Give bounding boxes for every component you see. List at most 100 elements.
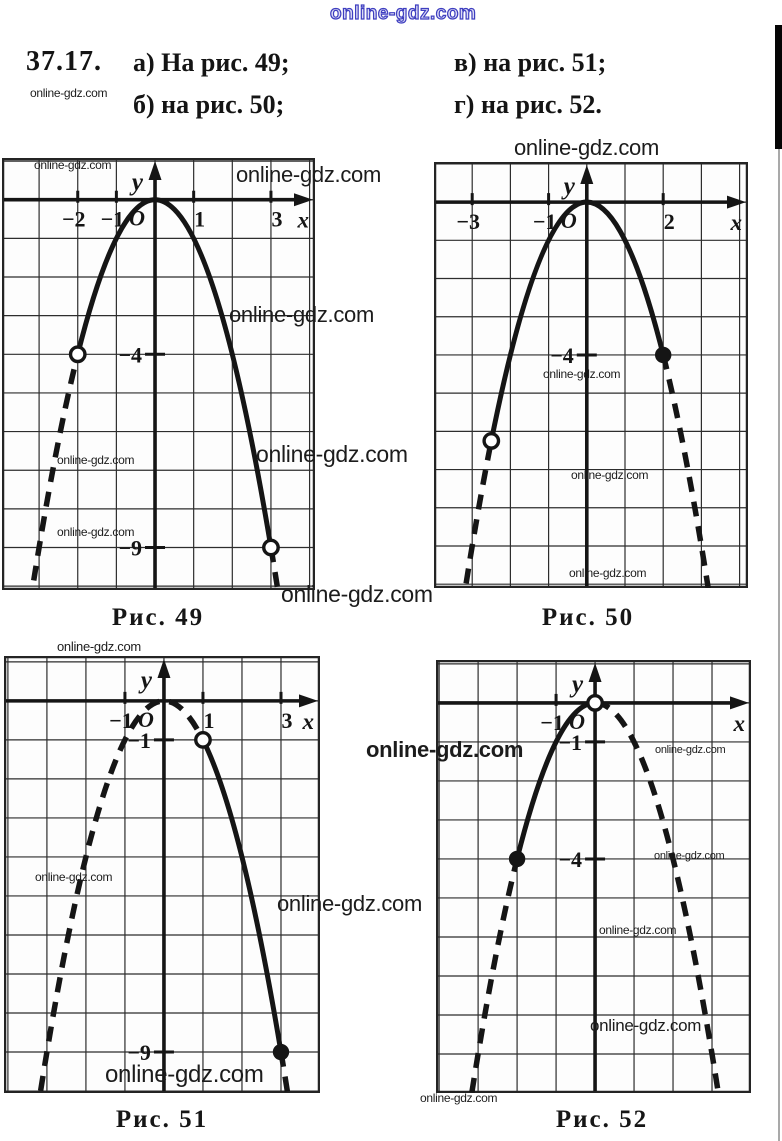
answer-item-b: б) на рис. 50; [133, 90, 285, 119]
x-axis-arrow-icon [294, 193, 313, 207]
x-axis-label: x [302, 709, 315, 734]
problem-number: 37.17. [26, 46, 102, 77]
watermark: online-gdz.com [35, 870, 113, 884]
watermark: online-gdz.com [569, 566, 647, 580]
figure-50-caption: Рис. 50 [541, 604, 635, 631]
endpoint-open-circle [262, 538, 280, 557]
y-axis-label: y [138, 667, 153, 694]
y-axis-label: y [561, 173, 576, 200]
watermark: online-gdz.com [599, 923, 677, 937]
endpoint-open-circle [194, 730, 212, 749]
y-axis-label: y [129, 169, 144, 196]
figure-49-caption: Рис. 49 [111, 604, 205, 631]
figure-50-plot: y x O −3 −1 2 −4 [433, 161, 749, 609]
y-tick-label: −4 [550, 343, 574, 368]
watermark: online-gdz.com [57, 525, 135, 539]
figure-52-plot: y x O −1 −1 −4 [435, 659, 752, 1118]
parabola-solid-segment [514, 700, 596, 860]
watermark: online-gdz.com [236, 162, 381, 187]
y-tick-label: −4 [118, 342, 142, 367]
endpoint-open-circle [586, 694, 604, 712]
x-axis-arrow-icon [730, 696, 749, 710]
origin-label: O [569, 709, 585, 734]
answer-item-g: г) на рис. 52. [454, 90, 602, 119]
parabola-dashed-segment [660, 354, 715, 609]
watermark: online-gdz.com [590, 1016, 702, 1035]
x-tick-label: −1 [533, 209, 557, 234]
watermark: online-gdz.com [655, 744, 726, 756]
x-axis-label: x [730, 210, 743, 235]
watermark: online-gdz.com [34, 158, 112, 172]
x-tick-label: 3 [271, 207, 282, 232]
endpoint-open-circle [482, 432, 501, 450]
watermark: online-gdz.com [256, 441, 408, 467]
x-tick-label: −1 [109, 708, 133, 733]
y-axis-arrow-icon [580, 165, 594, 184]
grid-border [433, 161, 749, 589]
parabola-dashed-segment [465, 858, 520, 1118]
x-tick-label: −1 [540, 710, 564, 735]
origin-label: O [138, 707, 154, 732]
figure-49-plot: y x O −2 −1 1 3 −4 −9 [1, 157, 316, 606]
watermark: online-gdz.com [229, 302, 374, 327]
y-tick-label: −1 [559, 730, 583, 755]
watermark: online-gdz.com [366, 737, 524, 762]
endpoint-filled-dot [272, 1043, 290, 1061]
endpoint-filled-dot [654, 346, 672, 364]
fig-50-svg: y x O −3 −1 2 −4 [433, 161, 749, 609]
watermark: online-gdz.com [30, 86, 108, 100]
grid-border [1, 157, 316, 591]
x-tick-label: 3 [281, 708, 292, 733]
figure-51-plot: y x O −1 1 3 −1 −9 [3, 655, 321, 1116]
watermark: online-gdz.com [277, 891, 422, 916]
x-tick-label: 1 [203, 708, 214, 733]
watermark: online-gdz.com [281, 581, 433, 607]
endpoint-open-circle [68, 345, 87, 364]
watermark: online-gdz.com [57, 453, 135, 467]
figure-51-caption: Рис. 51 [115, 1106, 209, 1133]
x-tick-label: −3 [456, 209, 480, 234]
y-tick-label: −9 [127, 1040, 151, 1065]
parabola-solid-segment [200, 738, 284, 1053]
watermark: online-gdz.com [105, 1061, 264, 1088]
y-axis-arrow-icon [157, 659, 171, 678]
x-tick-label: 1 [194, 207, 205, 232]
x-axis-label: x [733, 711, 746, 736]
y-tick-label: −1 [127, 728, 151, 753]
y-axis-label: y [569, 671, 584, 698]
answer-item-v: в) на рис. 51; [454, 48, 607, 77]
x-axis-label: x [297, 208, 310, 233]
x-tick-label: −1 [101, 207, 125, 232]
origin-label: O [561, 208, 577, 233]
scan-edge-bar [775, 25, 782, 149]
parabola-solid-segment [488, 199, 666, 442]
x-axis-arrow-icon [727, 195, 746, 209]
parabola-solid-segment [75, 197, 274, 548]
watermark: online-gdz.com [514, 135, 659, 160]
watermark: online-gdz.com [57, 639, 141, 654]
x-tick-label: 2 [664, 209, 675, 234]
fig-49-svg: y x O −2 −1 1 3 −4 −9 [1, 157, 316, 606]
y-tick-label: −9 [118, 535, 142, 560]
figure-52-caption: Рис. 52 [555, 1106, 649, 1133]
endpoint-filled-dot [508, 850, 526, 868]
grid-border [3, 655, 321, 1094]
y-axis-arrow-icon [588, 663, 602, 682]
scan-edge-line [778, 149, 780, 1141]
parabola-dashed-segment [34, 698, 206, 1116]
parabola-dashed-segment [459, 440, 494, 609]
watermark: online-gdz.com [543, 367, 621, 381]
origin-label: O [129, 206, 145, 231]
watermark-top: online-gdz.com [329, 2, 477, 24]
y-tick-label: −4 [559, 847, 583, 872]
answer-item-a: а) На рис. 49; [133, 48, 290, 77]
x-axis-arrow-icon [299, 694, 318, 708]
parabola-dashed-segment [27, 353, 81, 606]
watermark: online-gdz.com [654, 850, 725, 862]
watermark: online-gdz.com [420, 1091, 498, 1105]
parabola-dashed-segment [594, 700, 725, 1118]
y-axis-arrow-icon [148, 161, 162, 180]
watermark: online-gdz.com [571, 468, 649, 482]
x-tick-label: −2 [62, 207, 86, 232]
